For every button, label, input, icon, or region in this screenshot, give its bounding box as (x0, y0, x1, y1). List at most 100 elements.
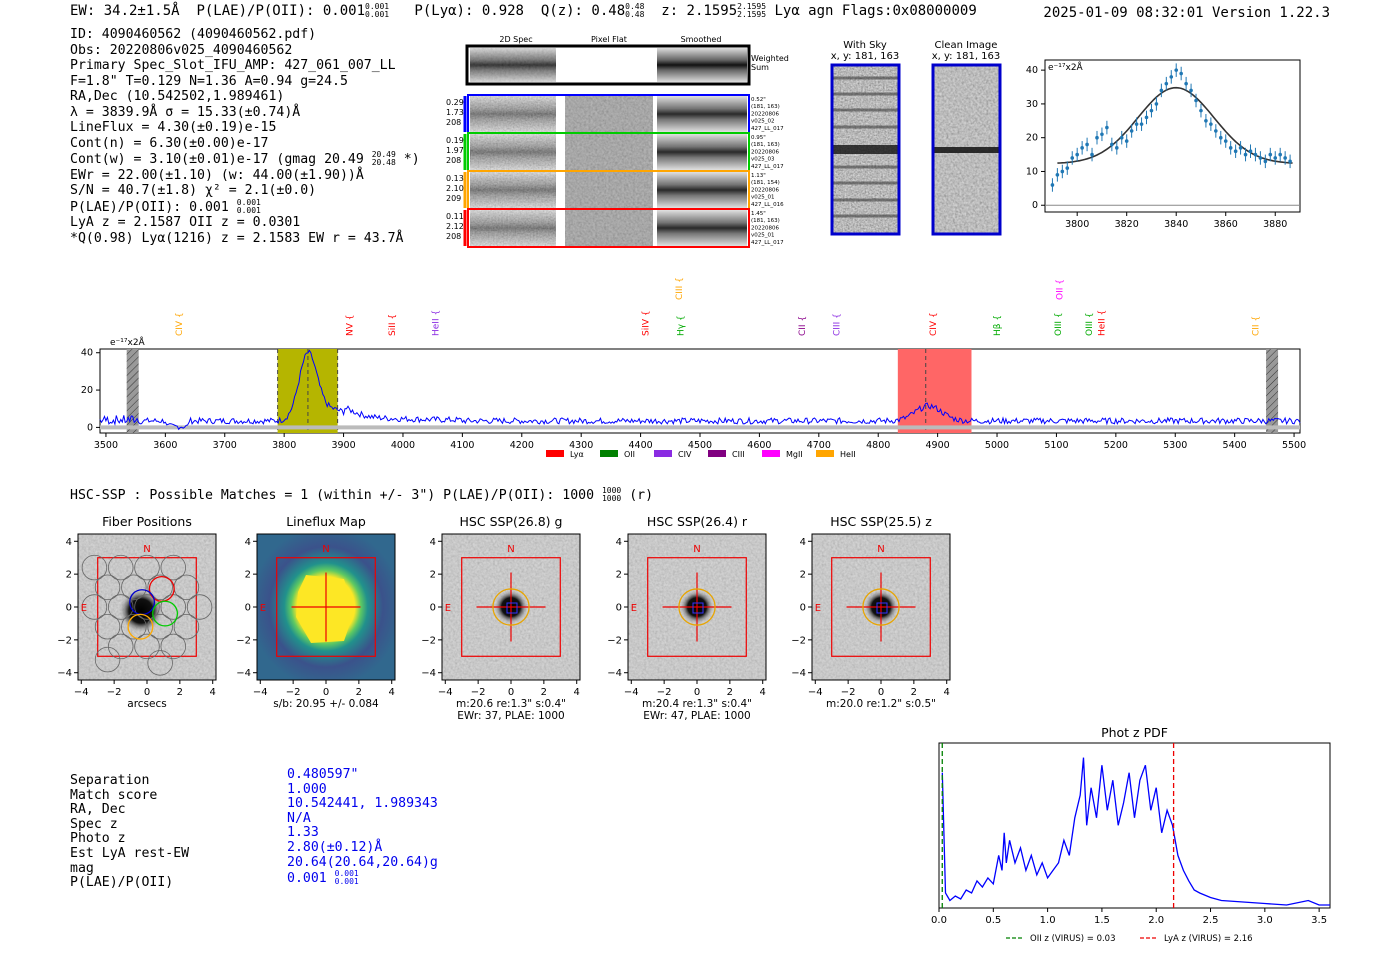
panel-ytick-label: −4 (421, 668, 436, 679)
fit-data-point (1179, 71, 1183, 76)
fit-data-point (1164, 81, 1169, 86)
panel-title: HSC SSP(25.5) z (830, 514, 932, 529)
panel-ytick-label: −2 (57, 635, 72, 646)
fit-data-point (1243, 152, 1248, 157)
row-left-value: 0.29 (446, 98, 464, 107)
row-left-value: 208 (446, 232, 461, 241)
spec-xtick-label: 4600 (747, 440, 771, 451)
header-plae-frac: 0.001 0.001 (365, 3, 389, 19)
fit-data-point (1238, 146, 1243, 150)
row-left-value: 2.12 (446, 222, 464, 231)
weighted-noise (470, 48, 556, 82)
frac-lo: 0.001 (334, 877, 359, 887)
frac-lo: 0.48 (625, 10, 645, 19)
fit-data-point (1263, 159, 1268, 164)
fit-data-point (1268, 152, 1273, 157)
row-smoothed (657, 172, 747, 208)
spec-xtick-label: 4800 (866, 440, 890, 451)
fit-data-point (1110, 142, 1114, 147)
fit-xtick-label: 3800 (1065, 219, 1089, 230)
fiber-circle (81, 554, 108, 581)
row-frame (467, 208, 750, 248)
match-value: 0.480597" (287, 767, 359, 782)
info-contn: Cont(n) = 6.30(±0.00)e-17 (70, 135, 269, 151)
fit-data-point (1114, 146, 1119, 150)
fit-ytick-label: 0 (1032, 200, 1038, 211)
hsc-frac: 1000 1000 (602, 487, 621, 503)
match-plae: 0.001 (287, 871, 327, 887)
spec-legend-label: MgII (786, 450, 803, 459)
spec-xtick-label: 5100 (1044, 440, 1068, 451)
panel-xtick-label: 2 (356, 687, 362, 698)
spec-legend-label: HeII (840, 450, 856, 459)
header-ew: EW: 34.2±1.5Å (70, 3, 180, 19)
panel-title: HSC SSP(26.8) g (460, 514, 563, 529)
match-label: Spec z (70, 816, 118, 832)
fit-data-point (1144, 115, 1149, 120)
fiber-circle (134, 554, 160, 581)
compass-e: E (815, 603, 821, 614)
row-left-value: 209 (446, 194, 461, 203)
fit-data-point (1095, 135, 1099, 140)
spec-line-label: CIV { (175, 312, 185, 336)
fit-axes (1044, 59, 1301, 213)
panel-xtick-label: 4 (574, 687, 580, 698)
spec-xtick-label: 3800 (272, 440, 296, 451)
spec-line-label: SiII { (388, 314, 398, 336)
panel-ytick-label: 4 (430, 537, 436, 548)
clean-trace (933, 147, 1000, 153)
match-value: 10.542441, 1.989343 (287, 796, 438, 812)
fit-data-point (1075, 152, 1079, 157)
fit-data-point (1055, 173, 1060, 177)
match-labels: Separation Match score RA, Dec Spec z Ph… (70, 773, 189, 891)
panel-xtick-label: 0 (878, 687, 884, 698)
info-obs: Obs: 20220806v025_4090460562 (70, 42, 293, 58)
match-value: 1.33 (287, 825, 319, 841)
fiber-circle (107, 554, 134, 581)
panel-ytick-label: 0 (245, 603, 251, 614)
fit-data-point (1134, 122, 1139, 126)
compass-n: N (322, 544, 329, 555)
fit-data-point (1159, 88, 1164, 93)
spec-xtick-label: 4400 (629, 440, 653, 451)
aperture-marker (692, 602, 704, 614)
compass-e: E (631, 603, 637, 614)
spec-line-label: CII { (1251, 316, 1261, 336)
fit-data-point (1248, 149, 1253, 153)
panel-ytick-label: 0 (66, 603, 72, 614)
clean-title: Clean Image (935, 40, 998, 51)
weighted-frame (465, 44, 751, 86)
hsc-tail: (r) (629, 488, 654, 503)
info-plae-frac: 0.001 0.001 (237, 198, 261, 215)
row-right-value: (181, 163) (751, 142, 780, 148)
spec-unit-label: e⁻¹⁷x2Å (110, 336, 146, 348)
panel-xtick-label: −2 (471, 687, 486, 698)
panel-caption: s/b: 20.95 +/- 0.084 (273, 698, 379, 710)
fiber-green (152, 600, 179, 627)
panel-title: Lineflux Map (286, 514, 366, 529)
header-timestamp: 2025-01-09 08:32:01 Version 1.22.3 (1043, 5, 1330, 21)
info-contw: Cont(w) = 3.10(±0.01)e-17 (gmag 20.49 20… (70, 151, 420, 168)
spec-masked-region (1266, 349, 1279, 433)
weighted-label-1: Weighted (751, 54, 789, 63)
fit-ytick-label: 10 (1026, 166, 1038, 177)
match-values: 0.480597" 1.000 10.542441, 1.989343 N/A … (287, 767, 438, 887)
spec-xtick-label: 3600 (153, 440, 177, 451)
with-sky-title: With Sky (843, 40, 887, 51)
pdf-curve (941, 757, 1330, 906)
info-lya: LyA z = 2.1587 OII z = 0.0301 (70, 215, 301, 230)
match-label: Photo z (70, 831, 126, 847)
spec-xtick-label: 4700 (807, 440, 831, 451)
row-right-value: 20220806 (751, 149, 779, 155)
frac-lo: 20.48 (371, 158, 396, 167)
row-left-value: 0.13 (446, 174, 464, 183)
spec-legend-label: CIII (732, 450, 745, 459)
full-spectrum-chart: 3500 3600 3700 3800 3900 4000 4100 4200 4300 4400… (81, 277, 1306, 459)
panel-xtick-label: 4 (944, 687, 950, 698)
panel-caption-2: EWr: 37, PLAE: 1000 (457, 710, 564, 722)
row-2dspec-noise (470, 96, 556, 132)
info-primary: Primary Spec_Slot_IFU_AMP: 427_061_007_L… (70, 58, 396, 73)
panel-ytick-label: 0 (800, 603, 806, 614)
panel-ytick-label: 4 (800, 537, 806, 548)
panel-ytick-label: −2 (607, 635, 622, 646)
